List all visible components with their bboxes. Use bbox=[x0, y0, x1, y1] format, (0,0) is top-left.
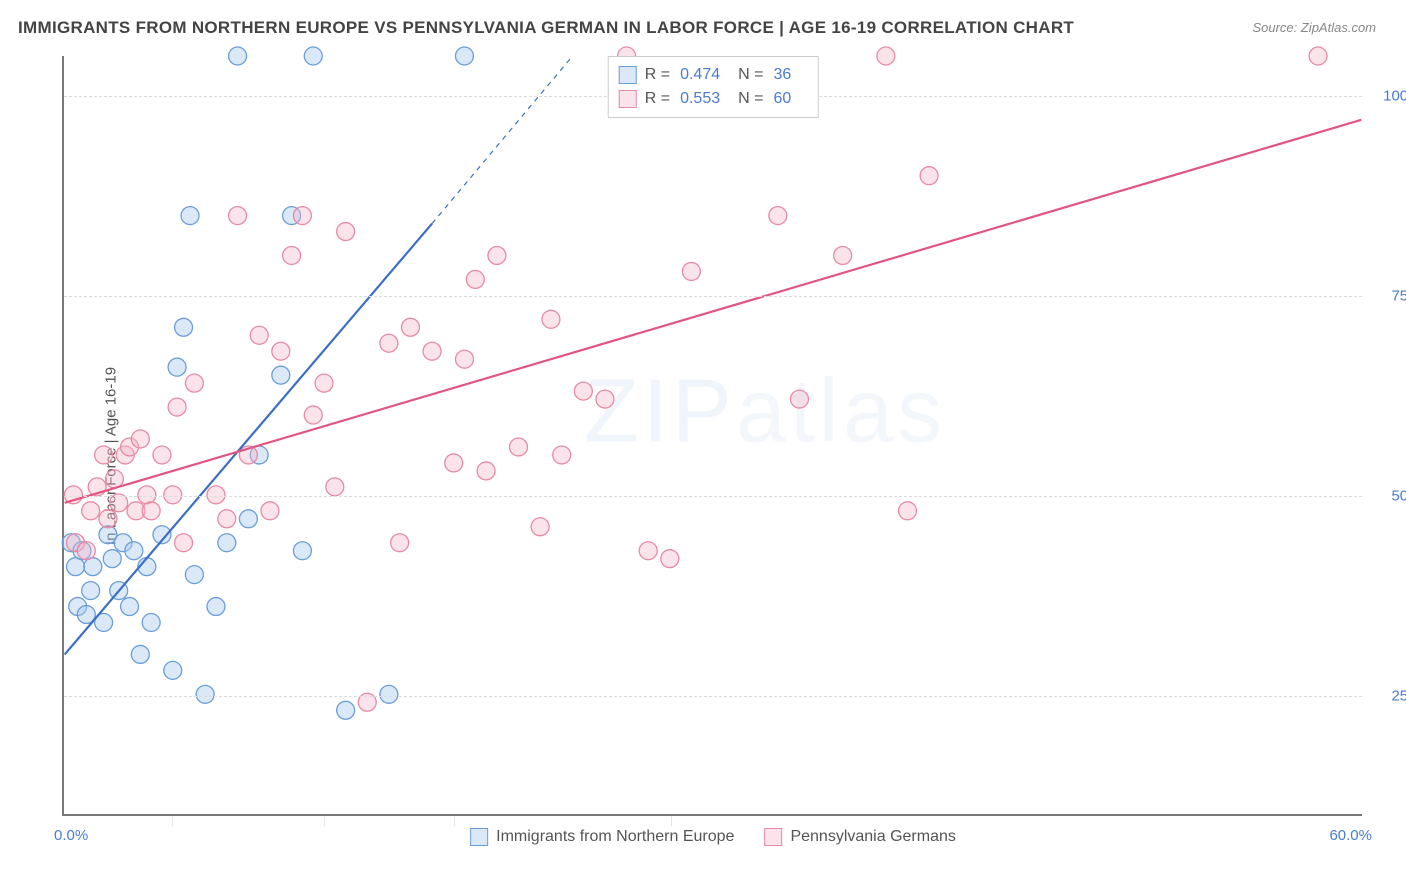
y-tick-label: 100.0% bbox=[1383, 88, 1406, 105]
y-tick-label: 50.0% bbox=[1391, 488, 1406, 505]
series-legend: Immigrants from Northern Europe Pennsylva… bbox=[470, 828, 956, 846]
legend-label: Pennsylvania Germans bbox=[790, 828, 955, 846]
x-tick-mark bbox=[671, 816, 672, 826]
legend-swatch bbox=[764, 828, 782, 846]
x-axis-min: 0.0% bbox=[54, 827, 88, 844]
chart-title: IMMIGRANTS FROM NORTHERN EUROPE VS PENNS… bbox=[18, 18, 1074, 38]
stat-row: R = 0.553 N = 60 bbox=[619, 87, 802, 111]
correlation-legend: R = 0.474 N = 36 R = 0.553 N = 60 bbox=[608, 56, 819, 118]
scatter-svg bbox=[64, 56, 1362, 814]
plot-area: ZIPatlas R =0.474N =36R =0.553N =60 0.0%… bbox=[62, 56, 1362, 816]
gridline-h bbox=[64, 496, 1362, 497]
stat-n-value: 60 bbox=[773, 87, 791, 111]
stat-r-label: R = bbox=[645, 87, 670, 111]
chart-container: In Labor Force | Age 16-19 ZIPatlas R =0… bbox=[46, 56, 1386, 856]
stat-r-label: R = bbox=[645, 63, 670, 87]
y-tick-label: 75.0% bbox=[1391, 288, 1406, 305]
legend-swatch bbox=[619, 90, 637, 108]
gridline-h bbox=[64, 296, 1362, 297]
stat-r-value: 0.474 bbox=[680, 63, 720, 87]
stat-r-value: 0.553 bbox=[680, 87, 720, 111]
x-tick-mark bbox=[454, 816, 455, 826]
gridline-h bbox=[64, 696, 1362, 697]
watermark-bold: ZIP bbox=[584, 362, 736, 462]
legend-swatch bbox=[619, 66, 637, 84]
legend-label: Immigrants from Northern Europe bbox=[496, 828, 734, 846]
stat-n-label: N = bbox=[738, 63, 763, 87]
stat-row: R = 0.474 N = 36 bbox=[619, 63, 802, 87]
legend-item: Pennsylvania Germans bbox=[764, 828, 955, 846]
watermark-thin: atlas bbox=[736, 362, 946, 462]
source-attribution: Source: ZipAtlas.com bbox=[1252, 20, 1376, 35]
y-tick-label: 25.0% bbox=[1391, 688, 1406, 705]
stat-n-value: 36 bbox=[773, 63, 791, 87]
x-tick-mark bbox=[172, 816, 173, 826]
stat-n-label: N = bbox=[738, 87, 763, 111]
x-axis-max: 60.0% bbox=[1329, 827, 1372, 844]
legend-item: Immigrants from Northern Europe bbox=[470, 828, 734, 846]
legend-swatch bbox=[470, 828, 488, 846]
watermark: ZIPatlas bbox=[584, 361, 946, 464]
x-tick-mark bbox=[324, 816, 325, 826]
